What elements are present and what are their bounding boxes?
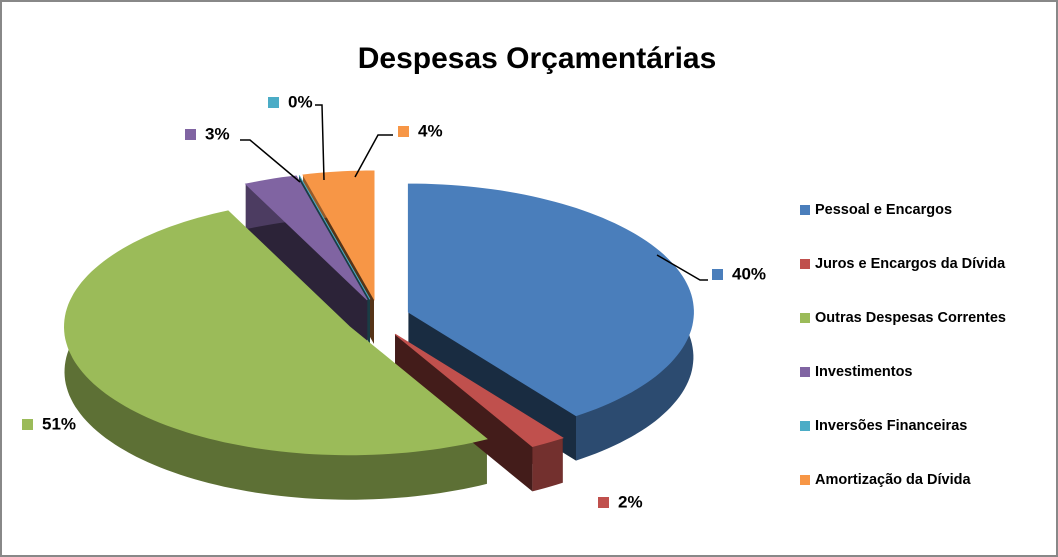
pie-slice [298, 175, 371, 300]
legend-key [800, 475, 810, 485]
leader-line [315, 104, 325, 181]
legend-key [800, 421, 810, 431]
pie-slice [63, 210, 488, 456]
pie-slice [394, 333, 564, 447]
label-key [712, 269, 723, 280]
slice-side [532, 437, 563, 492]
legend-label: Investimentos [815, 364, 913, 380]
legend-label: Outras Despesas Correntes [815, 310, 1006, 326]
legend-label: Inversões Financeiras [815, 418, 967, 434]
label-key [268, 97, 279, 108]
label-key [185, 129, 196, 140]
legend-key [800, 313, 810, 323]
data-label: 4% [418, 121, 443, 140]
pie-slice [302, 170, 375, 301]
pie-slice [407, 183, 694, 417]
legend-label: Juros e Encargos da Dívida [815, 256, 1006, 272]
data-label: 3% [205, 124, 230, 143]
slice-side [245, 184, 368, 345]
legend-key [800, 205, 810, 215]
legend-label: Pessoal e Encargos [815, 202, 952, 218]
data-label: 2% [618, 492, 643, 511]
label-key [398, 126, 409, 137]
slice-side [64, 210, 487, 500]
data-label: 40% [732, 264, 766, 283]
label-key [598, 497, 609, 508]
legend-label: Amortização da Dívida [815, 472, 971, 488]
legend-key [800, 259, 810, 269]
slice-side [395, 334, 533, 492]
label-key [22, 419, 33, 430]
chart-title: Despesas Orçamentárias [358, 42, 717, 75]
leader-line [354, 134, 393, 178]
data-label: 0% [288, 92, 313, 111]
leader-line [656, 254, 708, 281]
data-label: 51% [42, 414, 76, 433]
legend-key [800, 367, 810, 377]
leader-line [240, 139, 301, 183]
pie [63, 170, 694, 500]
